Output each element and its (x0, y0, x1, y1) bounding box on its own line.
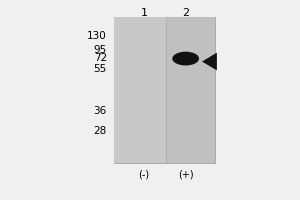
Text: 2: 2 (182, 8, 189, 18)
FancyBboxPatch shape (114, 17, 166, 163)
Text: 130: 130 (87, 31, 107, 41)
Text: 72: 72 (94, 53, 107, 63)
Text: 36: 36 (94, 106, 107, 116)
Polygon shape (202, 53, 217, 70)
FancyBboxPatch shape (166, 17, 215, 163)
Text: 95: 95 (94, 45, 107, 55)
FancyBboxPatch shape (114, 17, 215, 163)
Text: (+): (+) (178, 170, 194, 180)
Text: 55: 55 (94, 64, 107, 74)
Ellipse shape (172, 52, 199, 65)
Text: 28: 28 (94, 126, 107, 136)
Text: (-): (-) (139, 170, 150, 180)
Text: 1: 1 (141, 8, 148, 18)
